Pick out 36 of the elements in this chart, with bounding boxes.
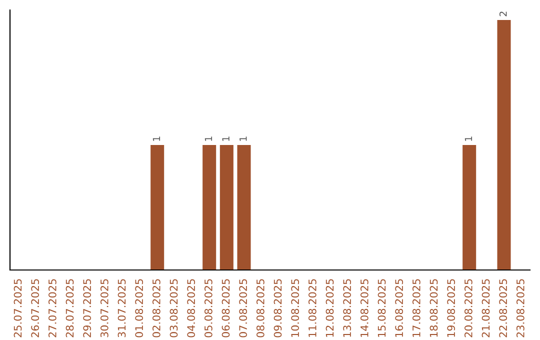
x-tick-label: 11.08.2025 bbox=[308, 279, 316, 337]
x-tick-label: 17.08.2025 bbox=[412, 279, 420, 337]
x-tick-label: 14.08.2025 bbox=[360, 279, 368, 337]
data-label: 2 bbox=[499, 12, 507, 16]
x-tick-label: 06.08.2025 bbox=[222, 279, 230, 338]
x-tick-label: 30.07.2025 bbox=[100, 279, 108, 338]
x-tick-label: 09.08.2025 bbox=[274, 279, 282, 338]
x-tick-label: 08.08.2025 bbox=[256, 279, 264, 338]
x-tick-label: 21.08.2025 bbox=[482, 279, 490, 338]
x-tick-label: 04.08.2025 bbox=[187, 279, 196, 338]
x-tick-label: 23.08.2025 bbox=[516, 279, 524, 338]
x-tick-label: 15.08.2025 bbox=[378, 279, 386, 337]
data-label: 1 bbox=[464, 136, 472, 141]
x-tick-label: 03.08.2025 bbox=[170, 279, 178, 338]
x-tick-label: 27.07.2025 bbox=[48, 279, 56, 338]
data-label: 1 bbox=[204, 136, 212, 141]
x-tick-label: 16.08.2025 bbox=[395, 279, 404, 337]
x-tick-label: 12.08.2025 bbox=[326, 279, 334, 337]
x-tick-label: 01.08.2025 bbox=[135, 279, 144, 338]
data-label: 1 bbox=[222, 136, 230, 141]
x-tick-label: 25.07.2025 bbox=[14, 279, 22, 338]
x-tick-label: 05.08.2025 bbox=[204, 279, 212, 338]
x-tick-label: 10.08.2025 bbox=[291, 279, 300, 337]
x-tick-label: 26.07.2025 bbox=[31, 279, 40, 338]
x-tick-label: 28.07.2025 bbox=[66, 279, 74, 338]
data-label: 1 bbox=[152, 136, 160, 141]
x-tick-label: 07.08.2025 bbox=[239, 279, 248, 338]
x-tick-label: 29.07.2025 bbox=[83, 279, 92, 338]
x-tick-label: 31.07.2025 bbox=[118, 279, 126, 338]
x-tick-label: 20.08.2025 bbox=[464, 279, 472, 338]
x-tick-label: 02.08.2025 bbox=[152, 279, 160, 338]
x-tick-label: 19.08.2025 bbox=[447, 279, 456, 337]
x-tick-label: 18.08.2025 bbox=[430, 279, 438, 337]
x-tick-label: 13.08.2025 bbox=[343, 279, 352, 337]
x-tick-label: 22.08.2025 bbox=[499, 279, 508, 338]
data-label: 1 bbox=[240, 136, 247, 141]
